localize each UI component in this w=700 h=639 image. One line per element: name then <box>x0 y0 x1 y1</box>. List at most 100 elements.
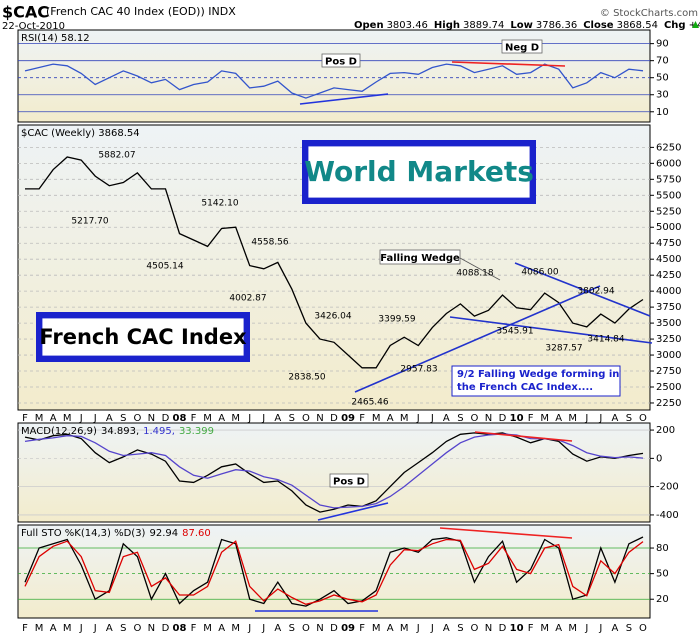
x-tick-label: F <box>528 413 534 424</box>
series-line <box>24 63 644 99</box>
annotation-box <box>41 317 245 357</box>
x-tick-label: J <box>79 623 83 634</box>
exchange: INDX <box>208 5 236 18</box>
quote-value: 3868.54 <box>617 20 658 31</box>
annotation-box <box>307 145 531 199</box>
x-tick-label: M <box>400 413 409 424</box>
legend-value: 34.893, <box>101 426 139 437</box>
x-tick-label: O <box>302 413 310 424</box>
x-tick-label: J <box>430 413 434 424</box>
x-tick-label: J <box>247 413 251 424</box>
x-tick-label: N <box>316 413 323 424</box>
x-tick-label: J <box>584 623 588 634</box>
note-box <box>451 365 621 397</box>
x-tick-label: A <box>274 413 281 424</box>
x-tick-label: J <box>416 623 420 634</box>
x-tick-label: O <box>133 413 141 424</box>
quote-line: Open 3803.46 High 3889.74 Low 3786.36 Close 386… <box>354 20 700 31</box>
panel-title-text: MACD(12,26,9) <box>21 426 97 437</box>
x-tick-label: M <box>203 623 212 634</box>
x-tick-label: M <box>231 413 240 424</box>
x-tick-label: D <box>162 413 170 424</box>
x-tick-label: F <box>359 623 365 634</box>
x-tick-label: D <box>499 623 507 634</box>
x-tick-label: A <box>443 413 450 424</box>
legend-value: 87.60 <box>182 528 211 539</box>
x-tick-label: A <box>50 623 57 634</box>
y-tick-label: 2250 <box>656 398 681 409</box>
trendline <box>449 316 653 344</box>
panel-title-text: RSI(14) 58.12 <box>21 33 90 44</box>
x-tick-label: J <box>430 623 434 634</box>
copyright: © StockCharts.com <box>600 8 698 19</box>
series-line <box>24 538 644 605</box>
y-tick-label: 5750 <box>656 174 681 185</box>
price-label: 5142.10 <box>201 199 238 209</box>
x-tick-label: 09 <box>341 623 355 634</box>
y-tick-label: 90 <box>656 39 669 50</box>
price-label: 2838.50 <box>288 373 325 383</box>
x-tick-label: N <box>148 413 155 424</box>
series-line <box>25 156 644 369</box>
annotation: Pos D <box>325 57 357 68</box>
x-tick-label: J <box>584 413 588 424</box>
x-tick-label: O <box>639 623 647 634</box>
trendline <box>474 431 573 442</box>
x-tick-label: O <box>471 413 479 424</box>
x-tick-label: J <box>247 623 251 634</box>
y-tick-label: 3000 <box>656 350 681 361</box>
trendline <box>459 257 501 281</box>
price-label: 4088.18 <box>456 269 493 279</box>
y-tick-label: 30 <box>656 90 669 101</box>
x-tick-label: M <box>35 623 44 634</box>
x-tick-label: F <box>191 413 197 424</box>
x-tick-label: 09 <box>341 413 355 424</box>
x-tick-label: J <box>598 413 602 424</box>
x-tick-label: F <box>528 623 534 634</box>
y-tick-label: 3250 <box>656 334 681 345</box>
x-tick-label: 08 <box>173 623 187 634</box>
x-tick-label: O <box>133 623 141 634</box>
x-tick-label: M <box>63 623 72 634</box>
trendline <box>451 61 566 67</box>
symbol: $CAC <box>2 3 49 22</box>
x-tick-label: F <box>359 413 365 424</box>
x-tick-label: 10 <box>510 623 524 634</box>
instrument-name: (French CAC 40 Index (EOD)) INDX <box>46 5 236 18</box>
x-tick-label: N <box>148 623 155 634</box>
x-tick-label: A <box>555 413 562 424</box>
x-tick-label: N <box>316 623 323 634</box>
price-label: 4002.87 <box>229 294 266 304</box>
x-tick-label: S <box>457 623 463 634</box>
x-tick-label: A <box>50 413 57 424</box>
y-tick-label: 2500 <box>656 382 681 393</box>
panel-background <box>17 29 651 123</box>
x-tick-label: S <box>289 623 295 634</box>
x-tick-label: A <box>106 413 113 424</box>
price-label: 2957.83 <box>400 365 437 375</box>
trendline <box>514 262 651 317</box>
series-line <box>24 536 644 607</box>
x-tick-label: M <box>372 413 381 424</box>
x-tick-label: D <box>330 623 338 634</box>
x-tick-label: M <box>568 623 577 634</box>
annotation: Falling Wedge <box>380 253 460 264</box>
y-tick-label: 50 <box>656 73 669 84</box>
price-label: 3545.91 <box>496 327 533 337</box>
y-tick-label: 0 <box>656 453 662 464</box>
x-tick-label: J <box>261 413 265 424</box>
legend-value: 33.399 <box>179 426 214 437</box>
x-tick-label: M <box>400 623 409 634</box>
trendline <box>354 285 601 393</box>
y-tick-label: 3500 <box>656 318 681 329</box>
legend-value: 1.495, <box>143 426 175 437</box>
x-tick-label: O <box>302 623 310 634</box>
annotation-box <box>321 53 361 68</box>
x-tick-label: A <box>218 413 225 424</box>
x-tick-label: D <box>499 413 507 424</box>
x-tick-label: O <box>639 413 647 424</box>
panel-title: $CAC (Weekly) 3868.54 <box>21 128 140 139</box>
date: 22-Oct-2010 <box>2 21 65 32</box>
y-tick-label: 4000 <box>656 286 681 297</box>
y-tick-label: -200 <box>656 482 679 493</box>
